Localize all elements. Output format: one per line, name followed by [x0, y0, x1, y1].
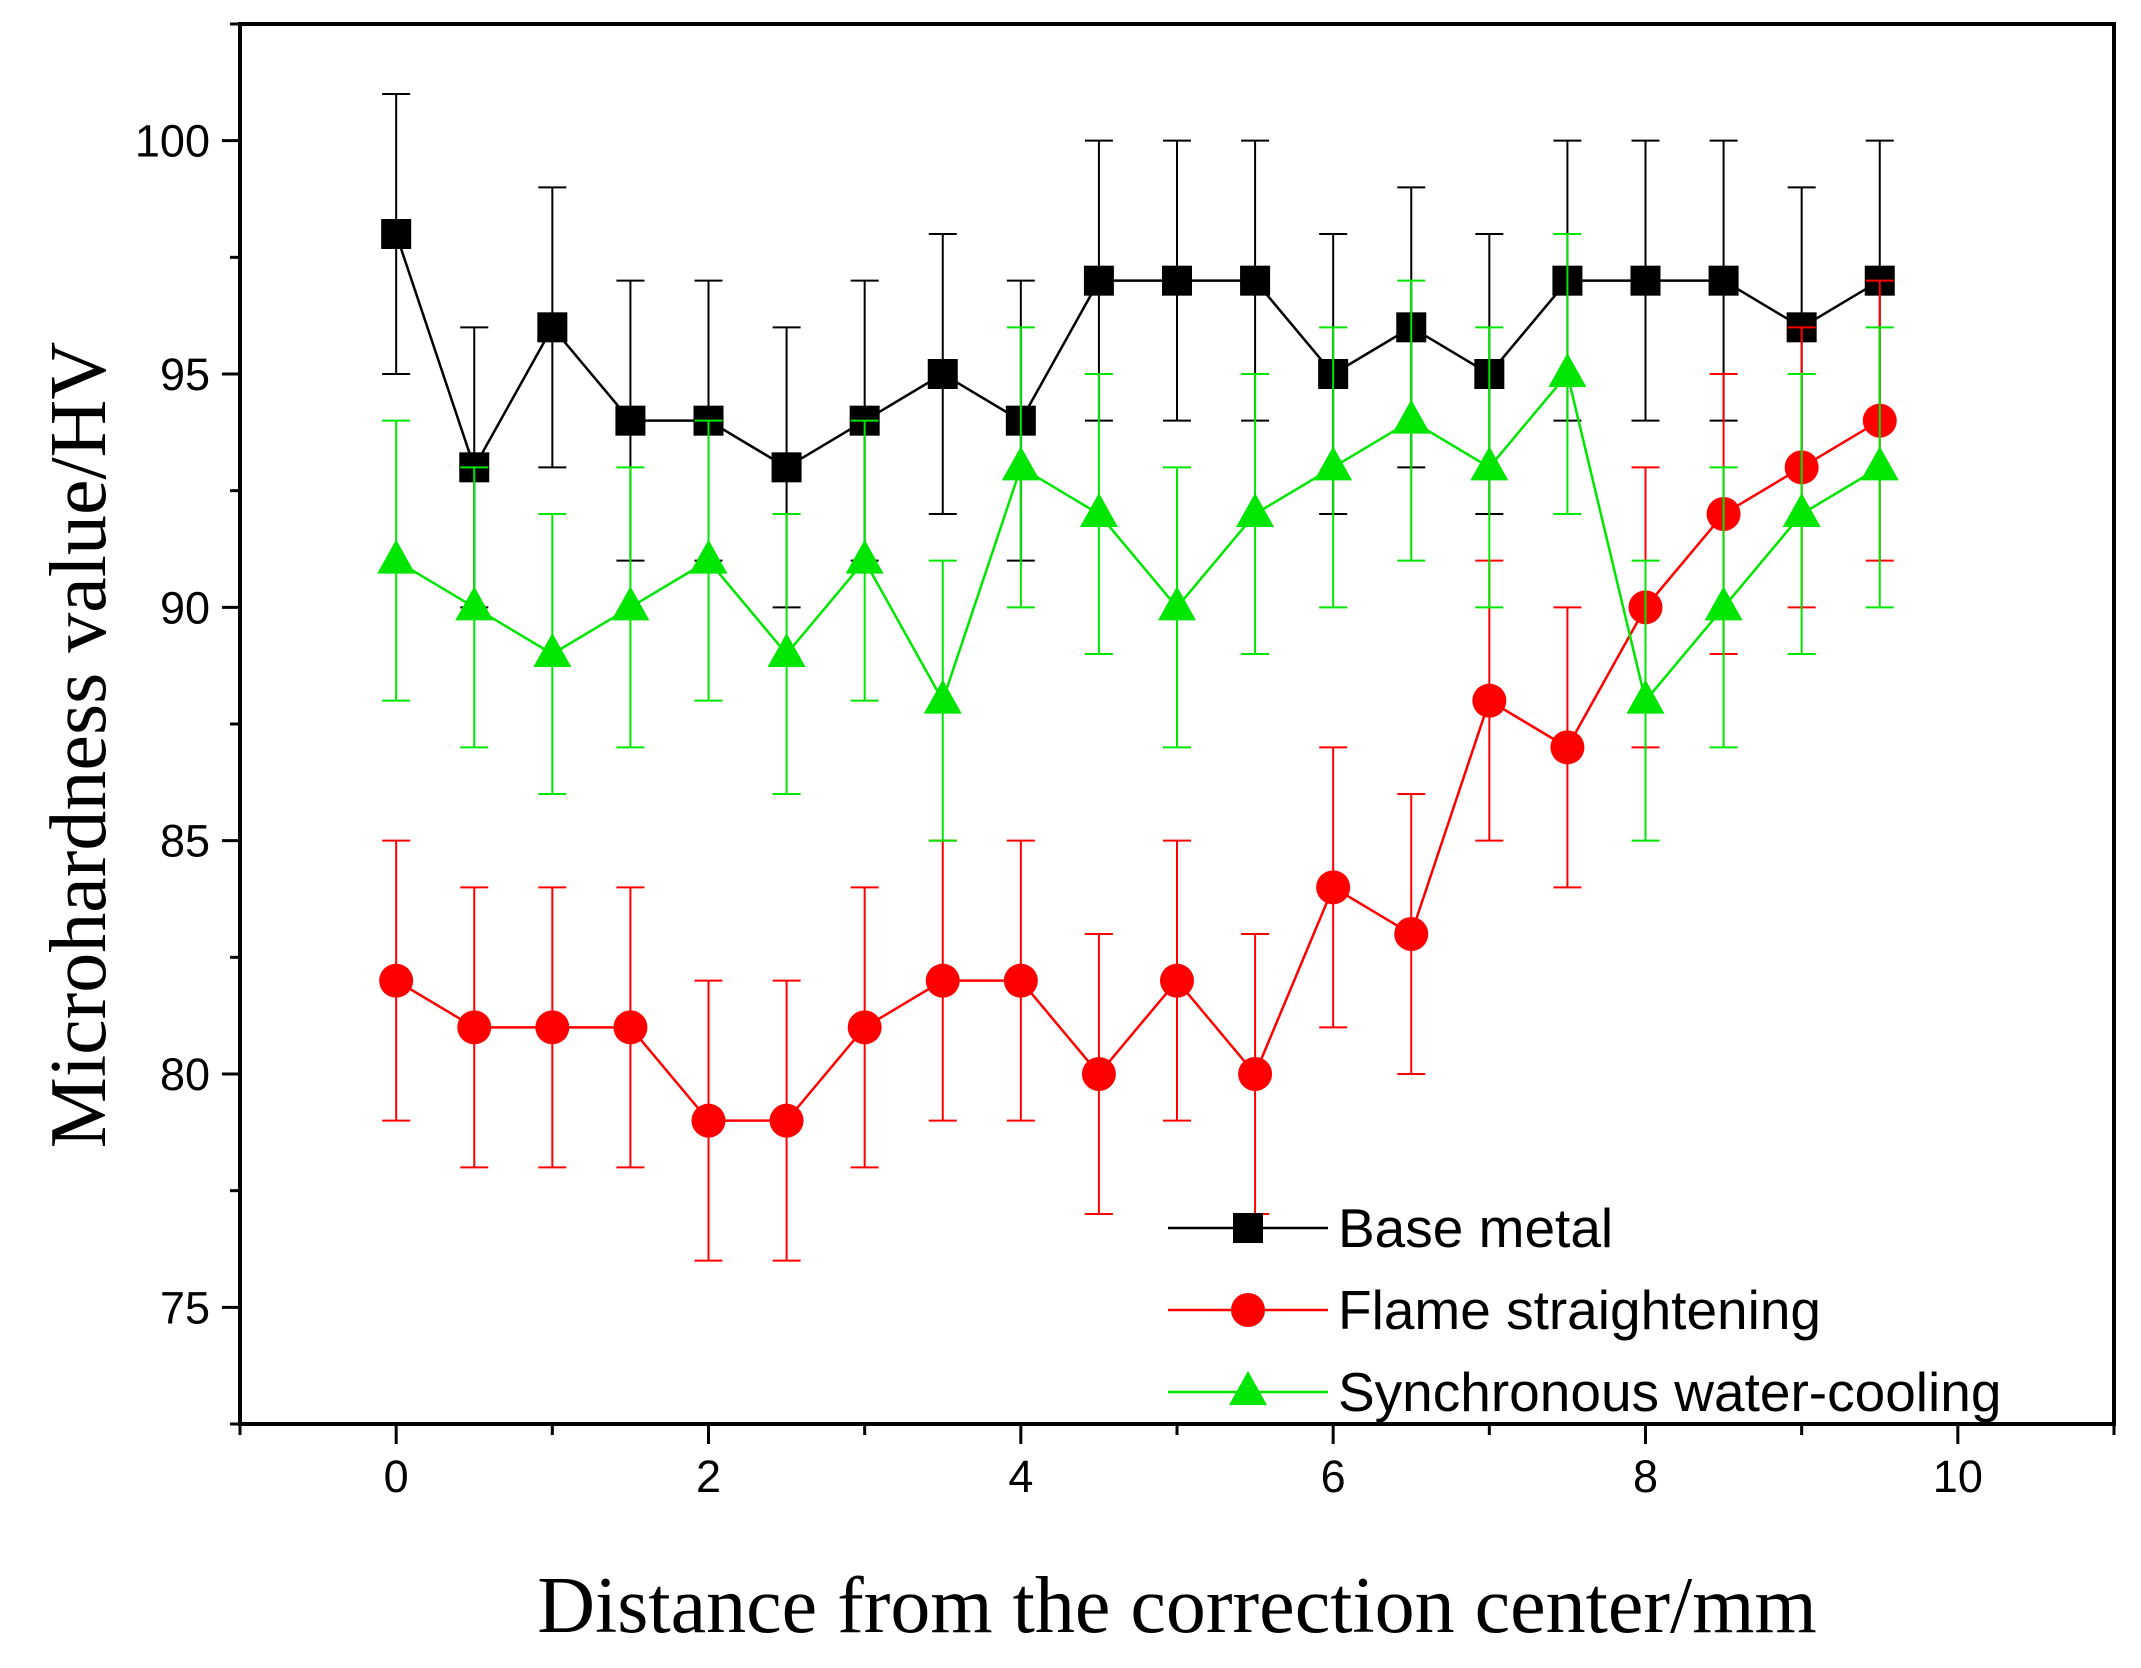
data-point: [847, 1010, 882, 1045]
y-tick-label: 95: [160, 349, 210, 400]
data-point: [611, 586, 650, 621]
data-point: [537, 312, 568, 343]
data-point: [1238, 1057, 1273, 1091]
legend-marker: [1229, 1371, 1267, 1405]
data-point: [845, 539, 884, 574]
series-synchronous-water-cooling: [377, 233, 1899, 842]
data-point: [1001, 446, 1040, 481]
data-point: [1162, 265, 1192, 296]
data-point: [1158, 586, 1196, 621]
series-layer: [377, 93, 1899, 1262]
data-point: [1083, 265, 1114, 296]
data-point: [1626, 679, 1665, 714]
data-point: [1314, 446, 1353, 481]
data-point: [1548, 353, 1587, 387]
legend-label: Synchronous water-cooling: [1338, 1361, 2001, 1423]
data-point: [1160, 963, 1194, 998]
y-tick-label: 90: [160, 582, 210, 633]
data-point: [1081, 1057, 1116, 1091]
y-axis-title: Microhardness value/HV: [35, 342, 123, 1148]
data-point: [1003, 963, 1038, 998]
data-point: [1236, 493, 1275, 527]
data-point: [1079, 493, 1118, 527]
legend-label: Flame straightening: [1338, 1279, 1821, 1341]
x-tick-label: 10: [1933, 1451, 1983, 1502]
y-tick-label: 85: [160, 816, 210, 867]
data-point: [457, 1010, 492, 1045]
x-tick-label: 0: [384, 1451, 409, 1502]
data-point: [767, 633, 806, 667]
data-point: [613, 1010, 648, 1045]
data-point: [923, 679, 962, 714]
data-point: [1704, 586, 1743, 621]
data-point: [1550, 730, 1585, 765]
data-point: [1470, 446, 1509, 481]
data-point: [1240, 265, 1271, 296]
data-point: [691, 1103, 726, 1138]
y-tick-label: 100: [135, 116, 210, 167]
series-line: [395, 419, 1881, 1122]
data-point: [1630, 265, 1661, 296]
y-tick-label: 75: [160, 1282, 210, 1333]
data-point: [381, 219, 412, 249]
legend-marker: [1233, 1213, 1263, 1243]
data-point: [1392, 399, 1431, 434]
data-point: [1472, 683, 1507, 718]
data-point: [1316, 870, 1351, 905]
x-tick-label: 6: [1321, 1451, 1346, 1502]
y-tick-label: 80: [160, 1049, 210, 1100]
legend-label: Base metal: [1338, 1197, 1613, 1259]
data-point: [771, 452, 802, 483]
axes-layer: 0 2 4 6 8 10 75 80 85 90 95 100: [135, 22, 2116, 1502]
data-point: [925, 963, 960, 998]
data-point: [535, 1010, 570, 1045]
data-point: [689, 539, 728, 574]
data-point: [1782, 493, 1821, 527]
data-point: [1860, 446, 1899, 481]
data-point: [379, 963, 414, 998]
x-tick-label: 4: [1008, 1451, 1033, 1502]
data-point: [615, 405, 646, 436]
legend: Base metal Flame straightening Synchronous…: [1168, 1197, 2001, 1423]
x-tick-label: 2: [696, 1451, 721, 1502]
data-point: [769, 1103, 804, 1138]
series-line: [395, 371, 1881, 704]
data-point: [533, 633, 572, 667]
data-point: [1394, 917, 1429, 951]
data-point: [377, 539, 416, 574]
data-point: [927, 359, 958, 389]
x-tick-label: 8: [1633, 1451, 1658, 1502]
data-point: [455, 586, 494, 621]
data-point: [1708, 265, 1739, 296]
x-axis-title: Distance from the correction center/mm: [537, 1562, 1816, 1650]
legend-marker: [1231, 1293, 1265, 1327]
